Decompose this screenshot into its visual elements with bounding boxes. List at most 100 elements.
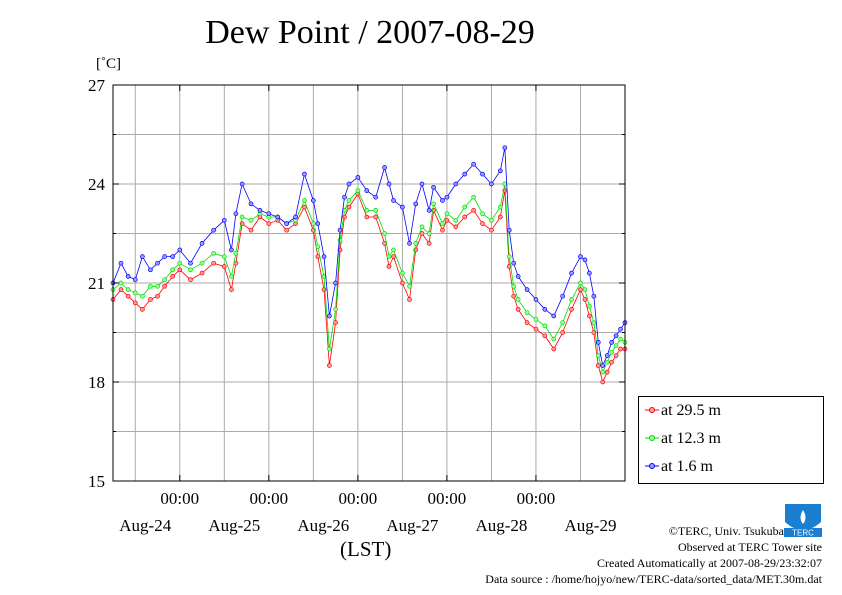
data-point [609,349,614,355]
data-point [426,208,432,213]
data-point [229,247,234,253]
data-point [239,181,245,187]
data-point [578,287,583,292]
y-tick-label: 18 [88,373,105,392]
data-point [188,267,193,273]
data-point [257,208,263,213]
data-point [413,241,419,246]
data-point [444,217,450,223]
x-day-label: Aug-29 [565,516,617,535]
data-point [248,227,254,233]
data-point [582,257,588,263]
legend-label: at 1.6 m [661,458,713,475]
axes: 15 18 21 24 27 00:00 00:00 00:00 00:00 00:00 Aug-2… [88,76,626,535]
data-point [618,346,623,352]
data-point [604,359,610,365]
data-point [471,208,476,213]
data-point [302,204,307,210]
data-point [480,171,485,177]
data-point [471,161,476,167]
data-point [248,217,254,223]
x-axis-label: (LST) [340,537,392,561]
data-point [595,363,601,368]
data-point [542,323,548,329]
data-point [431,184,436,190]
data-point [480,221,485,226]
data-point [364,188,370,193]
data-point [315,244,321,250]
data-point [293,214,298,220]
data-point [177,260,183,266]
data-point [170,274,176,279]
data-point [266,211,272,217]
data-point [140,293,145,299]
data-point [551,313,557,319]
data-point [386,181,392,187]
data-point [346,198,352,203]
data-point [391,254,396,259]
data-point [587,313,592,319]
data-point [489,181,494,187]
data-point [407,297,412,302]
data-point [569,307,574,312]
data-point [284,227,289,233]
data-point [453,181,459,187]
data-point [364,208,370,213]
data-point [618,326,623,332]
data-point [315,221,321,226]
data-point [419,231,425,236]
footer-source: Data source : /home/hojyo/new/TERC-data/… [485,572,822,586]
x-day-label: Aug-26 [297,516,349,535]
y-unit-label: [˚C] [96,56,121,72]
data-point [551,346,557,352]
data-point [497,204,503,210]
data-point [582,287,588,292]
data-point [162,254,167,259]
y-tick-label: 24 [88,175,106,194]
data-point [382,231,387,236]
data-point [239,214,245,220]
data-point [407,241,412,246]
data-point [333,280,338,286]
x-day-label: Aug-25 [208,516,260,535]
data-point [148,267,153,273]
data-point [600,369,606,375]
data-point [132,277,138,283]
data-point [497,168,503,174]
data-point [515,274,521,279]
data-point [471,194,476,200]
data-point [497,214,503,220]
data-point [440,221,445,226]
data-point [302,171,307,177]
data-point [609,340,614,345]
data-point [426,241,432,246]
data-point [364,214,370,220]
y-tick-label: 15 [88,472,105,491]
x-tick-label: 00:00 [160,489,199,508]
data-point [342,194,347,200]
data-point [591,320,597,325]
data-point [118,287,124,292]
data-point [600,363,606,368]
data-point [170,267,176,273]
data-point [413,201,419,207]
data-point [613,343,619,349]
data-point [373,194,379,200]
data-point [515,297,521,302]
data-point [542,333,548,339]
data-point [302,198,307,203]
data-point [407,283,412,289]
data-point [140,307,145,312]
data-point [188,260,193,266]
data-point [211,250,216,256]
data-point [162,277,167,283]
data-point [480,211,485,217]
data-point [275,214,281,220]
data-point [333,320,338,325]
data-point [609,359,614,365]
data-point [587,303,592,309]
legend-label: at 29.5 m [661,402,721,419]
data-point [155,260,160,266]
data-point [569,270,574,276]
